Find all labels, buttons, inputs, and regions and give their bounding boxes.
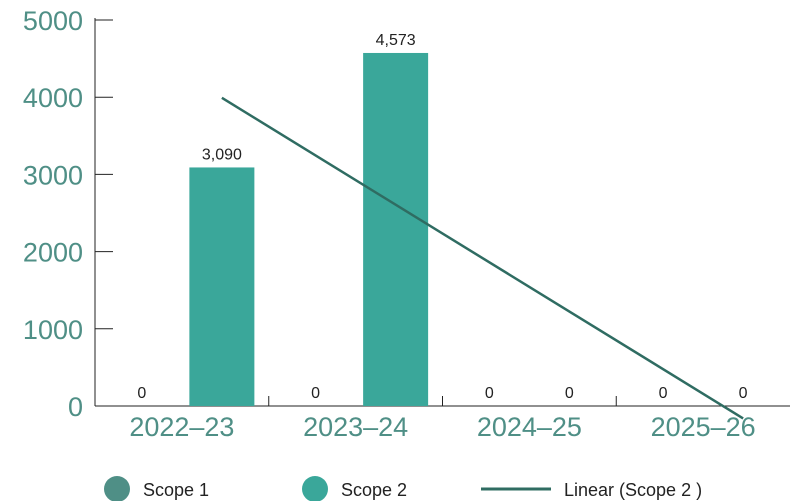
value-label: 0 [739, 385, 748, 402]
value-label: 0 [311, 385, 320, 402]
y-tick-label: 5000 [23, 6, 83, 36]
value-label: 0 [137, 385, 146, 402]
legend-trendline: Linear (Scope 2 ) [481, 480, 702, 500]
value-labels: 0 0 0 0 3,090 4,573 0 0 [137, 32, 747, 402]
x-tick-label: 2025–26 [651, 412, 756, 442]
legend-scope-2-label: Scope 2 [341, 480, 407, 500]
x-axis: 2022–23 2023–24 2024–25 2025–26 [95, 396, 790, 442]
value-label: 3,090 [202, 146, 242, 163]
x-tick-label: 2022–23 [129, 412, 234, 442]
x-tick-label: 2023–24 [303, 412, 408, 442]
y-tick-label: 1000 [23, 315, 83, 345]
value-label: 0 [565, 385, 574, 402]
value-label: 4,573 [376, 32, 416, 49]
legend-trendline-label: Linear (Scope 2 ) [564, 480, 702, 500]
value-label: 0 [485, 385, 494, 402]
trendline [221, 96, 744, 420]
legend-scope-1-marker [104, 476, 130, 501]
y-tick-label: 0 [68, 392, 83, 422]
bar-scope-2 [363, 52, 429, 406]
bar-scope-2 [189, 167, 255, 406]
y-tick-label: 2000 [23, 238, 83, 268]
legend-scope-2: Scope 2 [302, 476, 407, 501]
legend-scope-2-marker [302, 476, 328, 501]
legend: Scope 1 Scope 2 Linear (Scope 2 ) [104, 476, 702, 501]
legend-scope-1-label: Scope 1 [143, 480, 209, 500]
bars [189, 52, 429, 406]
y-tick-label: 4000 [23, 83, 83, 113]
y-axis: 0 1000 2000 3000 4000 5000 [23, 6, 113, 422]
trendline-scope-2 [221, 96, 744, 420]
x-tick-label: 2024–25 [477, 412, 582, 442]
value-label: 0 [659, 385, 668, 402]
legend-scope-1: Scope 1 [104, 476, 209, 501]
y-tick-label: 3000 [23, 160, 83, 190]
